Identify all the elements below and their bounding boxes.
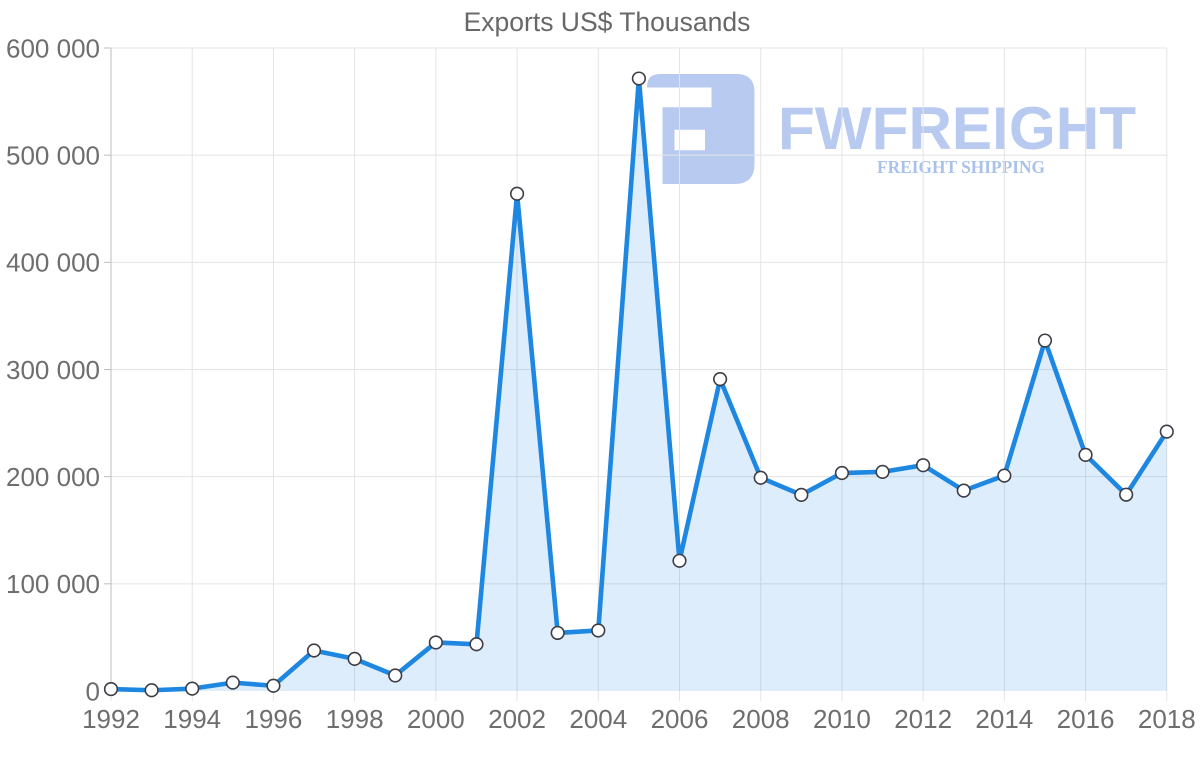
- y-axis-label-400000: 400 000: [6, 248, 100, 278]
- data-point-2006[interactable]: [672, 553, 687, 568]
- fwfreight-f-logo-icon: [647, 74, 755, 184]
- data-point-1999[interactable]: [388, 668, 403, 683]
- data-point-2018[interactable]: [1159, 424, 1174, 439]
- x-axis-label-2004: 2004: [569, 704, 627, 734]
- data-point-2016[interactable]: [1078, 447, 1093, 463]
- data-point-2015[interactable]: [1037, 333, 1053, 348]
- watermark-logo: FWFREIGHT FREIGHT SHIPPING: [647, 74, 1136, 184]
- data-point-2009[interactable]: [794, 487, 809, 502]
- data-point-2008[interactable]: [753, 470, 768, 485]
- data-point-1992[interactable]: [103, 681, 119, 697]
- data-point-2010[interactable]: [834, 465, 850, 481]
- data-point-1998[interactable]: [347, 651, 362, 666]
- data-point-1995[interactable]: [225, 675, 240, 690]
- data-point-2011[interactable]: [875, 464, 890, 479]
- marker-layer: [103, 71, 1174, 698]
- y-axis-label-100000: 100 000: [6, 569, 100, 599]
- y-axis-label-600000: 600 000: [6, 33, 100, 63]
- data-point-2012[interactable]: [916, 458, 931, 473]
- data-point-2014[interactable]: [997, 468, 1012, 483]
- y-axis-label-0: 0: [86, 676, 100, 706]
- x-axis-label-2010: 2010: [813, 704, 871, 734]
- data-point-2001[interactable]: [469, 637, 484, 652]
- watermark-tagline-text: FREIGHT SHIPPING: [877, 157, 1045, 177]
- x-axis-label-1992: 1992: [82, 704, 140, 734]
- data-point-2017[interactable]: [1119, 487, 1134, 502]
- data-point-2002[interactable]: [509, 186, 525, 201]
- axis-layer: [104, 47, 1168, 701]
- area-fill: [111, 78, 1167, 692]
- data-point-2007[interactable]: [713, 372, 728, 387]
- data-point-1993[interactable]: [144, 683, 159, 698]
- data-point-2003[interactable]: [550, 625, 565, 641]
- x-axis-label-2006: 2006: [651, 704, 709, 734]
- data-point-2000[interactable]: [428, 635, 443, 650]
- grid-layer: [110, 47, 1168, 691]
- x-axis-label-1994: 1994: [163, 704, 221, 734]
- data-point-2013[interactable]: [956, 483, 971, 498]
- x-axis-label-2008: 2008: [732, 704, 790, 734]
- watermark-brand-text: FWFREIGHT: [778, 95, 1136, 162]
- y-axis-label-300000: 300 000: [6, 355, 100, 385]
- chart-title: Exports US$ Thousands: [464, 7, 751, 37]
- x-axis-label-2016: 2016: [1057, 704, 1115, 734]
- data-point-1994[interactable]: [185, 681, 200, 696]
- x-axis-label-2014: 2014: [975, 704, 1033, 734]
- data-point-1997[interactable]: [306, 643, 322, 658]
- x-axis-label-1998: 1998: [326, 704, 384, 734]
- x-axis-label-2018: 2018: [1138, 704, 1196, 734]
- data-point-2005[interactable]: [631, 71, 646, 86]
- y-axis-label-200000: 200 000: [6, 462, 100, 492]
- data-point-2004[interactable]: [591, 623, 606, 638]
- x-axis-label-1996: 1996: [245, 704, 303, 734]
- y-axis-label-500000: 500 000: [6, 140, 100, 170]
- x-axis-label-2000: 2000: [407, 704, 465, 734]
- label-layer: 0 100 000 200 000 300 000 400 000 500 000 600 …: [6, 33, 1196, 734]
- x-axis-label-2012: 2012: [894, 704, 952, 734]
- data-point-1996[interactable]: [266, 678, 281, 693]
- x-axis-label-2002: 2002: [488, 704, 546, 734]
